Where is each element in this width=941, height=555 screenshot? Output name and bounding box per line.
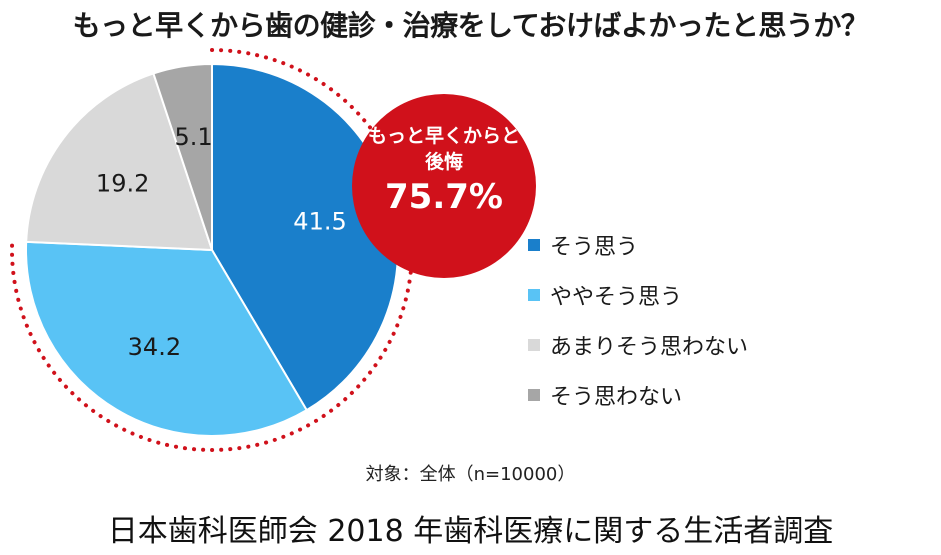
highlight-dotted-arc <box>10 48 414 452</box>
slice-yaya-sou-omou <box>25 240 309 437</box>
slice-labels: 41.5 34.2 19.2 5.1 <box>96 123 347 361</box>
legend-item-amari-sou-omowanai: あまりそう思わない <box>528 320 748 370</box>
slice-value-label: 5.1 <box>175 123 213 151</box>
slice-value-label: 41.5 <box>293 207 346 235</box>
legend: そう思う ややそう思う あまりそう思わない そう思わない <box>528 220 748 420</box>
callout-line2: 後悔 <box>425 150 463 173</box>
callout-value: 75.7% <box>385 177 503 217</box>
slice-sou-omowanai <box>152 62 213 251</box>
pie-slices <box>25 62 399 437</box>
sample-note: 対象：全体（n=10000） <box>365 464 576 485</box>
legend-item-yaya-sou-omou: ややそう思う <box>528 270 748 320</box>
slice-value-label: 34.2 <box>128 333 181 361</box>
legend-swatch <box>528 389 540 401</box>
legend-swatch <box>528 339 540 351</box>
slice-value-label: 19.2 <box>96 169 149 197</box>
legend-swatch <box>528 239 540 251</box>
legend-swatch <box>528 289 540 301</box>
slice-amari-sou-omowanai <box>25 72 214 252</box>
legend-label: あまりそう思わない <box>550 335 749 360</box>
callout-line1: もっと早くからと <box>368 125 520 147</box>
legend-label: そう思わない <box>550 385 683 410</box>
legend-item-sou-omowanai: そう思わない <box>528 370 748 420</box>
callout-circle <box>352 94 536 278</box>
chart-title: もっと早くから歯の健診・治療をしておけばよかったと思うか？ <box>72 9 869 42</box>
legend-label: そう思う <box>550 235 639 260</box>
source-caption: 日本歯科医師会 2018 年歯科医療に関する生活者調査 <box>107 514 834 549</box>
callout-badge: もっと早くからと 後悔 75.7% <box>352 94 536 278</box>
legend-item-sou-omou: そう思う <box>528 220 748 270</box>
legend-label: ややそう思う <box>550 285 683 310</box>
